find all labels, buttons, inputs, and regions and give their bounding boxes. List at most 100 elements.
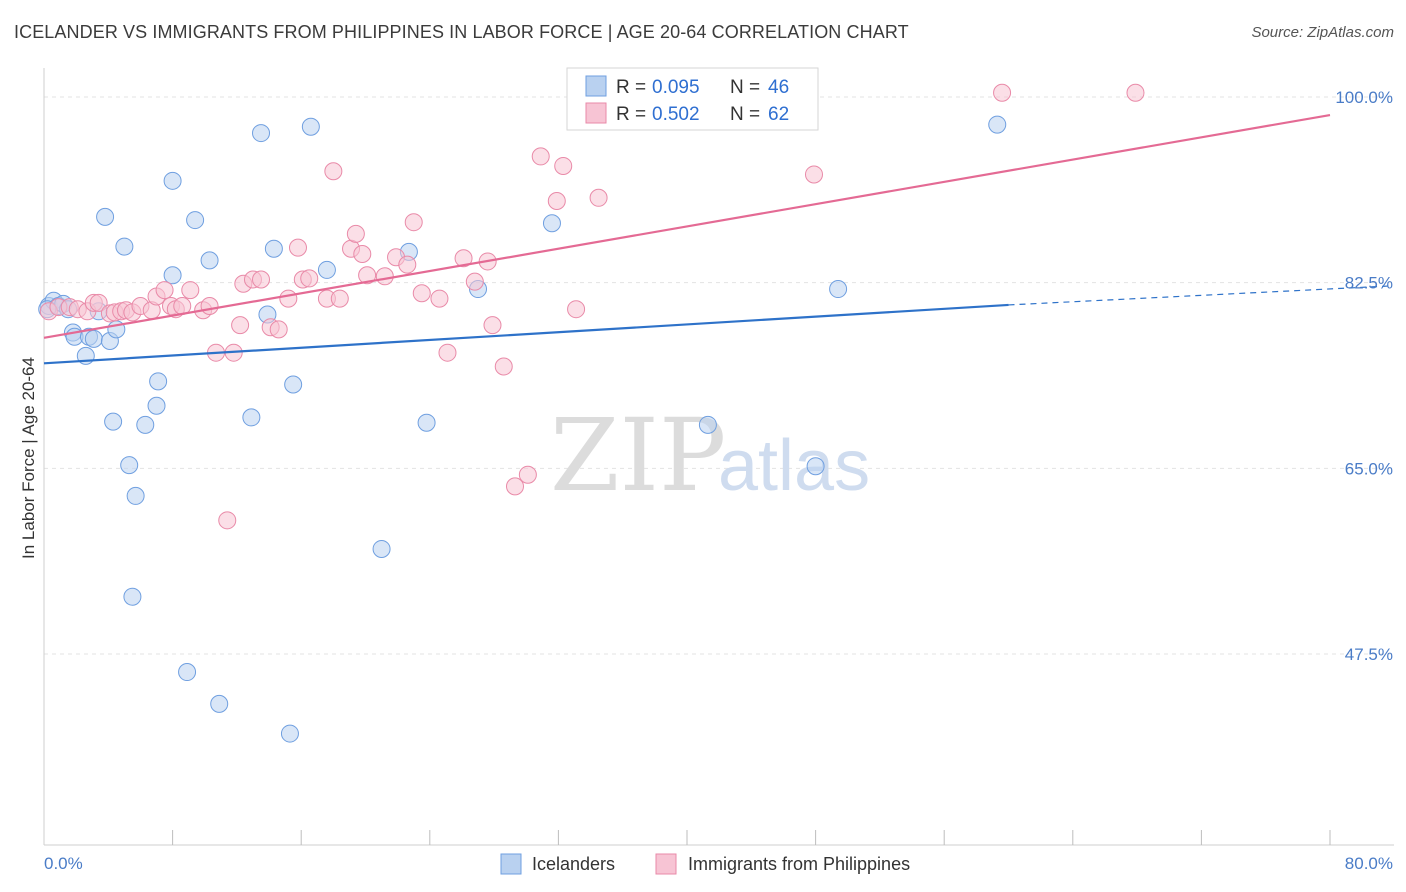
philippines-point-31: [279, 289, 298, 308]
icelander-point-21: [149, 372, 168, 391]
series-legend-icelanders: Icelanders: [532, 854, 615, 874]
philippines-point-37: [330, 289, 349, 308]
y-tick-label-3: 47.5%: [1345, 645, 1393, 664]
series-legend-swatch-pink: [655, 853, 677, 875]
watermark: ZIP atlas: [550, 397, 870, 514]
legend-swatch-pink: [585, 102, 607, 124]
philippines-point-61: [804, 165, 823, 184]
philippines-point-48: [438, 343, 457, 362]
philippines-point-60: [589, 188, 608, 207]
icelander-point-38: [417, 413, 436, 432]
icelander-point-44: [988, 115, 1007, 134]
philippines-point-57: [547, 191, 566, 210]
philippines-point-50: [465, 272, 484, 291]
philippines-point-36: [324, 162, 343, 181]
philippines-point-56: [531, 147, 550, 166]
legend-r-label-blue: R =: [616, 77, 646, 98]
philippines-point-15: [155, 281, 174, 300]
y-tick-label-0: 100.0%: [1335, 88, 1393, 107]
x-tick-label-min: 0.0%: [44, 854, 83, 873]
legend-box: [566, 67, 819, 131]
icelander-point-35: [317, 260, 336, 279]
icelander-point-13: [104, 412, 123, 431]
philippines-point-59: [567, 300, 586, 319]
icelander-point-24: [178, 663, 197, 682]
icelander-point-42: [806, 457, 825, 476]
icelander-point-28: [242, 408, 261, 427]
legend-r-label-pink: R =: [616, 104, 646, 125]
icelander-point-18: [126, 486, 145, 505]
philippines-point-25: [231, 316, 250, 335]
x-tick-label-max: 80.0%: [1345, 854, 1393, 873]
icelander-point-33: [284, 375, 303, 394]
philippines-point-34: [300, 269, 319, 288]
grid-lines: [44, 96, 1394, 655]
icelanders-trend-line: [43, 303, 1009, 365]
icelander-point-32: [280, 724, 299, 743]
philippines-point-39: [346, 224, 365, 243]
icelander-point-11: [96, 207, 115, 226]
icelander-point-29: [252, 124, 271, 143]
series-legend-philippines: Immigrants from Philippines: [688, 854, 910, 874]
icelander-point-41: [698, 415, 717, 434]
philippines-point-40: [353, 245, 372, 264]
philippines-point-32: [288, 238, 307, 257]
legend-r-value-blue: 0.095: [652, 77, 700, 98]
y-axis-label: In Labor Force | Age 20-64: [19, 357, 38, 559]
philippines-point-54: [505, 477, 524, 496]
philippines-point-41: [358, 266, 377, 285]
philippines-point-52: [483, 316, 502, 335]
philippines-point-28: [252, 270, 271, 289]
philippines-point-62: [993, 83, 1012, 102]
philippines-point-55: [518, 465, 537, 484]
icelander-point-19: [136, 415, 155, 434]
legend-n-value-blue: 46: [768, 77, 789, 98]
trend-lines: [43, 113, 1393, 365]
philippines-point-46: [412, 284, 431, 303]
legend-swatch-blue: [585, 75, 607, 97]
philippines-point-58: [554, 156, 573, 175]
philippines-point-19: [181, 281, 200, 300]
y-tick-label-2: 65.0%: [1345, 459, 1393, 478]
philippines-points: [39, 83, 1145, 530]
legend-r-value-pink: 0.502: [652, 104, 700, 125]
icelander-point-22: [163, 266, 182, 285]
icelander-point-20: [147, 396, 166, 415]
x-minor-ticks: [172, 830, 1331, 845]
source-credit: Source: ZipAtlas.com: [1251, 24, 1394, 41]
icelanders-trend-extension: [1008, 285, 1393, 306]
philippines-point-44: [398, 255, 417, 274]
watermark-zip: ZIP: [550, 397, 726, 514]
legend-n-label-pink: N =: [730, 104, 760, 125]
series-legend: Icelanders Immigrants from Philippines: [500, 853, 910, 875]
icelander-point-34: [301, 117, 320, 136]
icelander-point-9: [84, 329, 103, 348]
icelander-point-25: [186, 211, 205, 230]
philippines-point-45: [404, 213, 423, 232]
y-tick-labels: 100.0% 82.5% 65.0% 47.5%: [1335, 88, 1393, 664]
correlation-legend: R = 0.095 N = 46 R = 0.502 N = 62: [566, 67, 819, 131]
philippines-point-23: [218, 511, 237, 530]
icelander-point-27: [210, 694, 229, 713]
philippines-point-30: [269, 320, 288, 339]
icelander-point-23: [163, 171, 182, 190]
icelander-point-40: [542, 214, 561, 233]
icelander-point-16: [120, 456, 139, 475]
icelander-point-17: [123, 587, 142, 606]
axes: [43, 68, 1394, 846]
icelander-point-26: [200, 251, 219, 270]
philippines-trend-line: [43, 113, 1331, 339]
icelander-point-31: [264, 239, 283, 258]
legend-n-label-blue: N =: [730, 77, 760, 98]
legend-n-value-pink: 62: [768, 104, 789, 125]
icelander-point-15: [115, 237, 134, 256]
watermark-atlas: atlas: [718, 426, 870, 506]
philippines-point-53: [494, 357, 513, 376]
philippines-point-49: [454, 249, 473, 268]
philippines-point-6: [89, 293, 108, 312]
y-tick-label-1: 82.5%: [1345, 274, 1393, 293]
chart-title: ICELANDER VS IMMIGRANTS FROM PHILIPPINES…: [14, 22, 909, 42]
icelanders-points: [38, 115, 1007, 743]
icelander-point-43: [829, 280, 848, 299]
